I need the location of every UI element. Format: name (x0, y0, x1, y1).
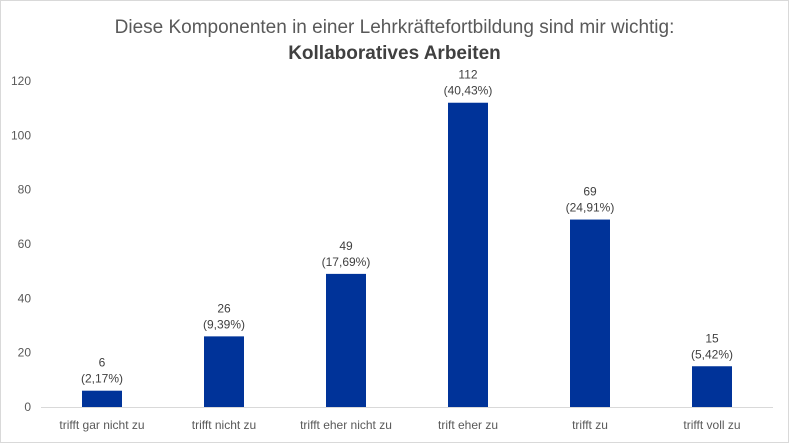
x-tick-label: trifft nicht zu (192, 418, 256, 432)
x-axis-labels: trifft gar nicht zu trifft nicht zu trifft… (59, 418, 740, 432)
data-label-count: 26 (217, 301, 231, 315)
bar (570, 219, 610, 407)
y-tick-label: 120 (11, 74, 31, 88)
bar (448, 102, 488, 407)
data-label-percent: (2,17%) (81, 372, 123, 386)
chart-title: Diese Komponenten in einer Lehrkräftefor… (114, 17, 675, 38)
y-tick-label: 40 (18, 291, 32, 305)
bar (82, 390, 122, 407)
y-tick-label: 20 (18, 346, 32, 360)
x-tick-label: trifft voll zu (683, 418, 740, 432)
data-label-count: 112 (458, 68, 477, 82)
y-tick-label: 0 (24, 400, 31, 414)
data-label-percent: (17,69%) (322, 255, 371, 269)
x-tick-label: trift eher zu (438, 418, 498, 432)
bars (82, 102, 732, 407)
y-axis: 0 20 40 60 80 100 120 (11, 74, 31, 414)
y-tick-label: 100 (11, 128, 31, 142)
data-label-count: 15 (705, 331, 719, 345)
x-tick-label: trifft gar nicht zu (59, 418, 144, 432)
data-label-percent: (5,42%) (691, 347, 733, 361)
data-label-percent: (9,39%) (203, 317, 245, 331)
y-tick-label: 80 (18, 183, 32, 197)
bar (326, 273, 366, 407)
bar (692, 366, 732, 407)
data-label-count: 6 (99, 356, 106, 370)
data-labels: 6 (2,17%) 26 (9,39%) 49 (17,69%) 112 (40,43%) 69… (81, 68, 733, 386)
data-label-count: 49 (339, 239, 353, 253)
chart-subtitle: Kollaboratives Arbeiten (288, 43, 501, 64)
y-tick-label: 60 (18, 237, 32, 251)
data-label-count: 69 (583, 185, 597, 199)
x-tick-label: trifft zu (572, 418, 608, 432)
data-label-percent: (24,91%) (566, 201, 615, 215)
bar (204, 336, 244, 407)
chart-title-block: Diese Komponenten in einer Lehrkräftefor… (1, 15, 788, 67)
data-label-percent: (40,43%) (444, 84, 493, 98)
x-tick-label: trifft eher nicht zu (300, 418, 392, 432)
